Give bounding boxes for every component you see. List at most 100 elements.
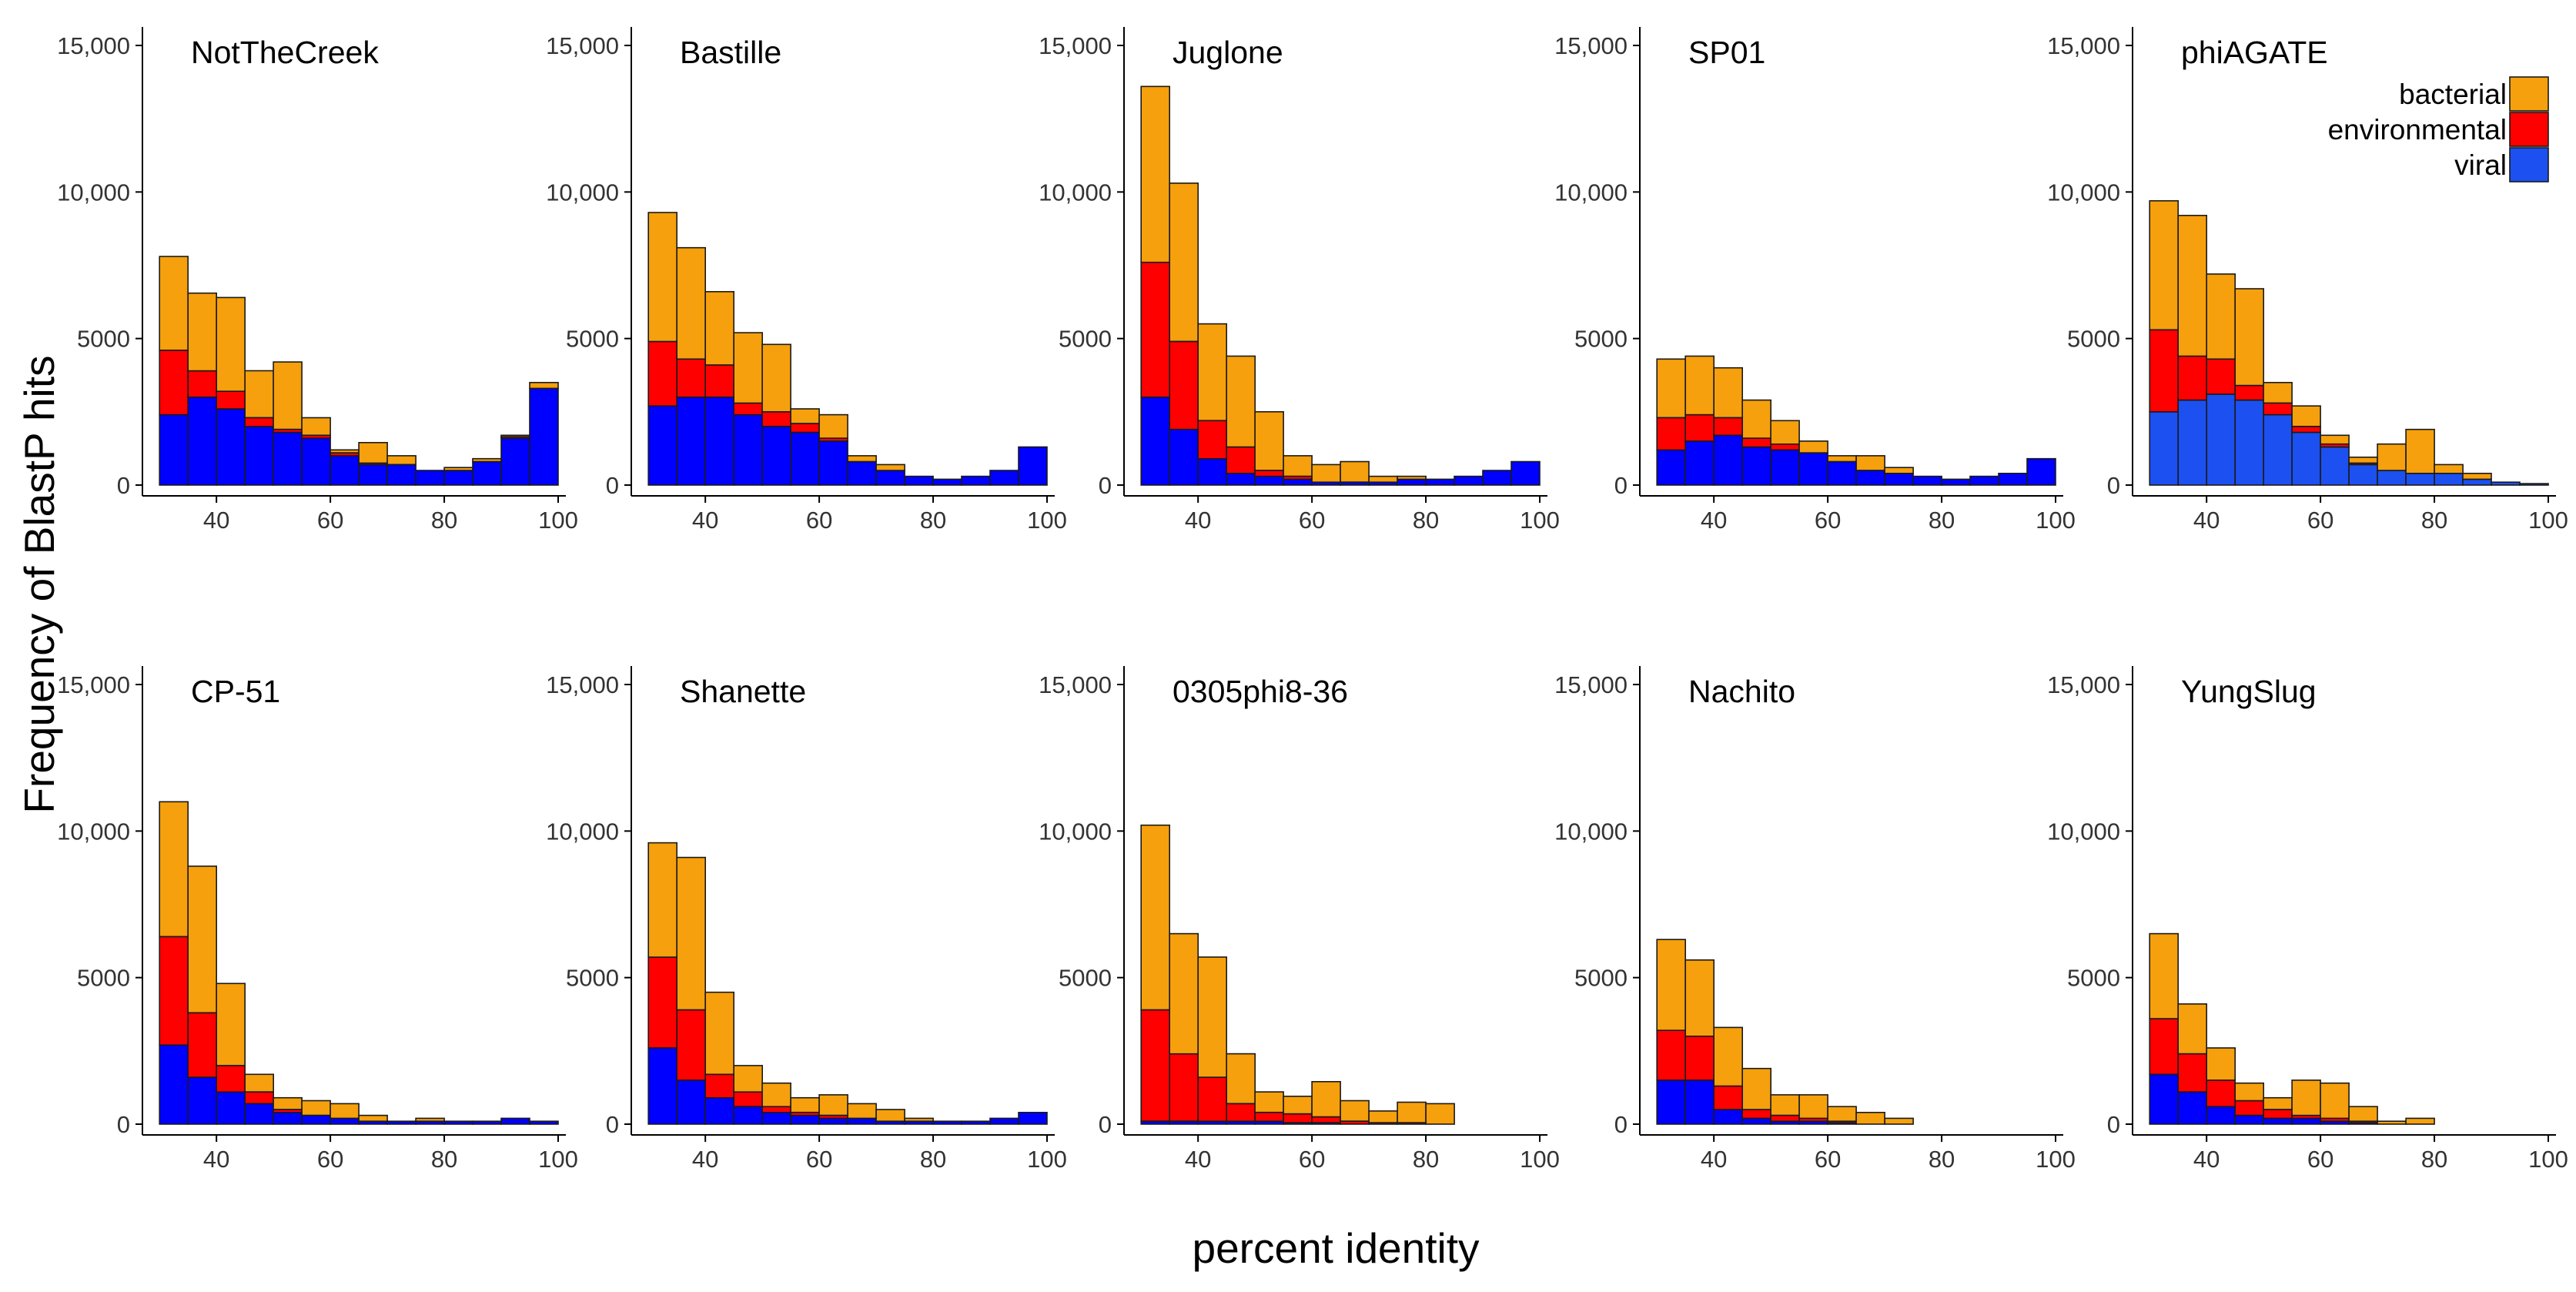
bar-environmental-30 (647, 340, 678, 407)
bar-bacterial-55 (2291, 405, 2321, 427)
legend-label-viral: viral (2454, 149, 2507, 181)
panel-title: phiAGATE (2181, 35, 2328, 70)
bar-bacterial-80 (2434, 464, 2464, 474)
bar-viral-80 (932, 478, 962, 486)
bar-viral-85 (1969, 475, 1999, 486)
bar-bacterial-30 (159, 256, 189, 351)
x-tick-label: 100 (2036, 507, 2076, 534)
bar-viral-70 (386, 464, 417, 486)
x-tick-label: 60 (806, 1146, 832, 1173)
bar-environmental-50 (761, 410, 791, 427)
bar-viral-45 (2234, 399, 2264, 486)
bar-bacterial-30 (1656, 358, 1686, 419)
y-tick-label: 15,000 (1039, 671, 1112, 698)
y-tick-label: 5000 (1059, 965, 1112, 992)
panel-Bastille: 0 5000 10,000 15,000 40 60 80 100 Bastille (546, 27, 1067, 534)
bar-viral-95 (529, 387, 559, 486)
bar-environmental-35 (1684, 1036, 1715, 1081)
bar-viral-35 (2177, 1091, 2207, 1125)
bar-viral-65 (358, 464, 388, 486)
bar-bacterial-60 (818, 1094, 848, 1116)
bar-viral-40 (1713, 1109, 1743, 1125)
bar-bacterial-65 (1340, 460, 1370, 483)
bar-environmental-40 (1197, 420, 1227, 460)
bar-bacterial-70 (1368, 1110, 1398, 1123)
bar-environmental-55 (790, 423, 820, 433)
y-tick-label: 15,000 (2047, 32, 2120, 59)
bar-viral-80 (2434, 472, 2464, 486)
panel-Shanette: 0 5000 10,000 15,000 40 60 80 100 Shanette (546, 666, 1067, 1173)
bar-viral-85 (472, 1120, 502, 1125)
bar-environmental-35 (2177, 1053, 2207, 1093)
bar-viral-30 (159, 1044, 189, 1125)
panel-phiAGATE: 0 5000 10,000 15,000 40 60 80 100 phiAGATE (2047, 27, 2568, 534)
bar-viral-40 (216, 1091, 246, 1125)
panel-SP01: 0 5000 10,000 15,000 40 60 80 100 SP01 (1554, 27, 2076, 534)
bar-bacterial-70 (2377, 443, 2407, 471)
x-tick-label: 40 (203, 1146, 229, 1173)
bar-bacterial-45 (2234, 288, 2264, 387)
bar-viral-55 (2291, 431, 2321, 486)
bar-bacterial-60 (330, 449, 360, 454)
panel-CP-51: 0 5000 10,000 15,000 40 60 80 100 CP-51 (57, 666, 578, 1173)
bar-bacterial-55 (1798, 1094, 1828, 1120)
bar-environmental-35 (187, 370, 217, 398)
bar-bacterial-85 (2462, 472, 2492, 480)
panels-group: 0 5000 10,000 15,000 40 60 80 100 NotTheCreek 0 50… (57, 27, 2568, 1173)
x-tick-label: 40 (1185, 507, 1211, 534)
bar-viral-70 (1884, 472, 1914, 486)
bar-bacterial-35 (1684, 355, 1715, 416)
bar-environmental-55 (2291, 426, 2321, 433)
y-tick-label: 15,000 (2047, 671, 2120, 698)
y-tick-label: 0 (1614, 472, 1628, 499)
bar-viral-35 (1684, 1079, 1715, 1125)
bar-bacterial-30 (1140, 824, 1170, 1011)
bar-bacterial-55 (1283, 1096, 1313, 1115)
bar-environmental-30 (2149, 1018, 2179, 1076)
bar-environmental-45 (1741, 437, 1771, 448)
bar-bacterial-60 (2320, 1082, 2350, 1120)
bar-bacterial-40 (1197, 956, 1227, 1078)
bar-bacterial-40 (216, 982, 246, 1066)
bar-bacterial-65 (2348, 1106, 2378, 1122)
y-tick-label: 10,000 (546, 179, 619, 206)
bar-viral-35 (2177, 399, 2207, 486)
bar-viral-50 (2263, 1117, 2293, 1125)
bar-viral-40 (2206, 393, 2236, 486)
bar-viral-60 (330, 1117, 360, 1125)
bar-bacterial-45 (1226, 355, 1256, 448)
x-tick-label: 100 (1027, 1146, 1067, 1173)
bar-bacterial-45 (733, 1065, 764, 1093)
x-tick-label: 100 (538, 1146, 578, 1173)
bar-viral-35 (1684, 440, 1715, 486)
bar-bacterial-65 (358, 441, 388, 464)
bar-viral-85 (961, 1120, 991, 1125)
bar-viral-90 (500, 437, 530, 486)
bar-viral-30 (1656, 449, 1686, 486)
bar-environmental-35 (676, 1009, 707, 1081)
legend-swatch-environmental (2509, 112, 2549, 147)
bar-environmental-35 (2177, 355, 2207, 401)
bar-bacterial-65 (1855, 455, 1885, 471)
panel-Juglone: 0 5000 10,000 15,000 40 60 80 100 Juglone (1039, 27, 1560, 534)
bar-environmental-55 (1283, 1113, 1313, 1123)
y-tick-label: 15,000 (57, 671, 130, 698)
y-tick-label: 0 (606, 1111, 619, 1138)
bar-viral-45 (733, 413, 764, 486)
bar-bacterial-60 (1827, 1106, 1857, 1122)
bar-bacterial-80 (1425, 1103, 1455, 1125)
bar-viral-60 (330, 455, 360, 486)
bar-environmental-40 (704, 364, 735, 398)
bar-viral-30 (647, 1047, 678, 1125)
bar-environmental-45 (244, 417, 275, 427)
bar-bacterial-45 (244, 370, 275, 419)
bar-bacterial-80 (443, 467, 473, 471)
bar-viral-50 (1770, 449, 1800, 486)
panel-title: SP01 (1688, 35, 1765, 70)
bar-viral-90 (2491, 481, 2521, 486)
bar-environmental-45 (1226, 446, 1256, 474)
bar-bacterial-35 (187, 865, 217, 1014)
bar-viral-70 (2377, 470, 2407, 486)
panel-title: NotTheCreek (191, 35, 379, 70)
y-tick-label: 10,000 (546, 818, 619, 845)
